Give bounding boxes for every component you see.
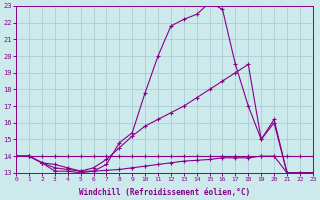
X-axis label: Windchill (Refroidissement éolien,°C): Windchill (Refroidissement éolien,°C) bbox=[79, 188, 250, 197]
